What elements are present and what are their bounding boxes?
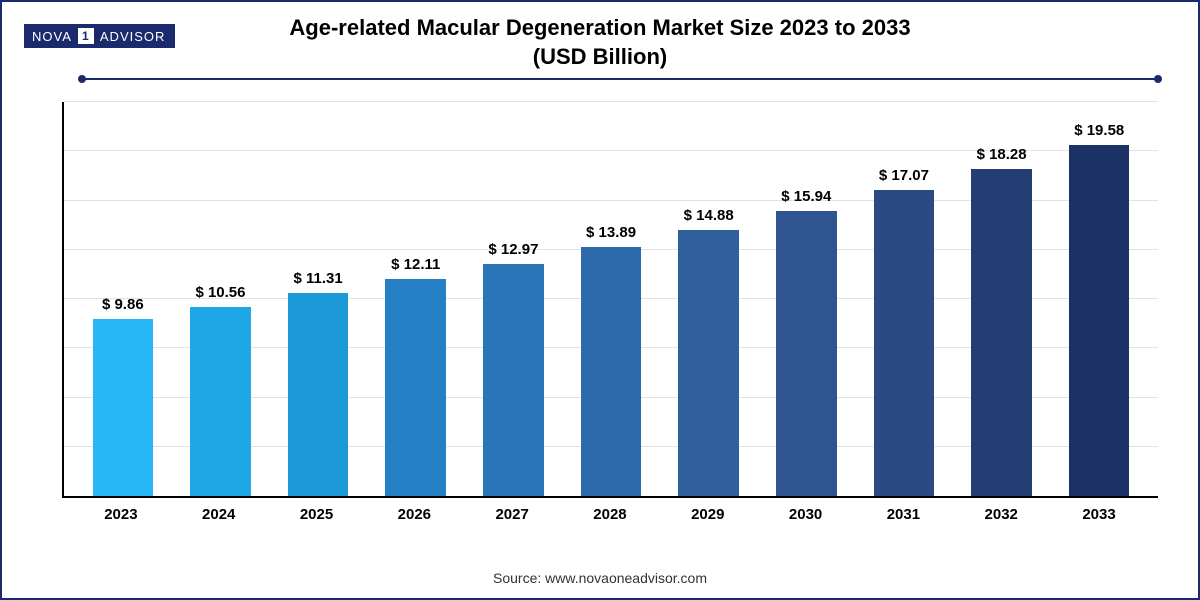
bar-group: $ 17.07 bbox=[855, 102, 953, 496]
title-underline bbox=[82, 78, 1158, 80]
bar-group: $ 19.58 bbox=[1050, 102, 1148, 496]
title-line2: (USD Billion) bbox=[533, 44, 667, 69]
x-axis-label: 2032 bbox=[952, 498, 1050, 528]
bar-value-label: $ 17.07 bbox=[879, 167, 929, 184]
x-axis-labels: 2023202420252026202720282029203020312032… bbox=[62, 498, 1158, 528]
x-axis-label: 2027 bbox=[463, 498, 561, 528]
chart-frame: NOVA 1 ADVISOR Age-related Macular Degen… bbox=[0, 0, 1200, 600]
bar-group: $ 12.97 bbox=[465, 102, 563, 496]
bar bbox=[288, 293, 349, 496]
x-axis-label: 2028 bbox=[561, 498, 659, 528]
bar-group: $ 11.31 bbox=[269, 102, 367, 496]
bar-value-label: $ 12.11 bbox=[391, 256, 440, 273]
x-axis-label: 2026 bbox=[365, 498, 463, 528]
bar-group: $ 9.86 bbox=[74, 102, 172, 496]
bar-value-label: $ 15.94 bbox=[781, 188, 831, 205]
x-axis-label: 2025 bbox=[268, 498, 366, 528]
bar bbox=[874, 190, 935, 496]
bar-value-label: $ 13.89 bbox=[586, 224, 636, 241]
plot-region: $ 9.86 $ 10.56 $ 11.31 $ 12.11 $ 12.97 $ 13.8… bbox=[62, 102, 1158, 498]
x-axis-label: 2033 bbox=[1050, 498, 1148, 528]
bar-value-label: $ 12.97 bbox=[488, 241, 538, 258]
x-axis-label: 2029 bbox=[659, 498, 757, 528]
bar bbox=[190, 307, 251, 496]
bar bbox=[1069, 145, 1130, 496]
bar-group: $ 15.94 bbox=[757, 102, 855, 496]
bar-value-label: $ 18.28 bbox=[977, 146, 1027, 163]
bar-value-label: $ 14.88 bbox=[684, 207, 734, 224]
bar bbox=[93, 319, 154, 496]
bar-group: $ 18.28 bbox=[953, 102, 1051, 496]
bar bbox=[678, 230, 739, 496]
bar-value-label: $ 11.31 bbox=[293, 270, 342, 287]
bar-value-label: $ 10.56 bbox=[195, 284, 245, 301]
bar-value-label: $ 9.86 bbox=[102, 296, 144, 313]
bar-group: $ 14.88 bbox=[660, 102, 758, 496]
bars-container: $ 9.86 $ 10.56 $ 11.31 $ 12.11 $ 12.97 $ 13.8… bbox=[64, 102, 1158, 496]
chart-area: $ 9.86 $ 10.56 $ 11.31 $ 12.11 $ 12.97 $ 13.8… bbox=[62, 102, 1158, 528]
bar-group: $ 13.89 bbox=[562, 102, 660, 496]
x-axis-label: 2030 bbox=[757, 498, 855, 528]
bar-group: $ 12.11 bbox=[367, 102, 465, 496]
source-caption: Source: www.novaoneadvisor.com bbox=[2, 570, 1198, 586]
bar bbox=[385, 279, 446, 496]
bar bbox=[971, 169, 1032, 496]
bar bbox=[581, 247, 642, 496]
x-axis-label: 2023 bbox=[72, 498, 170, 528]
title-line1: Age-related Macular Degeneration Market … bbox=[289, 15, 910, 40]
chart-title: Age-related Macular Degeneration Market … bbox=[2, 14, 1198, 71]
bar-value-label: $ 19.58 bbox=[1074, 122, 1124, 139]
bar-group: $ 10.56 bbox=[172, 102, 270, 496]
x-axis-label: 2031 bbox=[855, 498, 953, 528]
bar bbox=[483, 264, 544, 496]
bar bbox=[776, 211, 837, 496]
x-axis-label: 2024 bbox=[170, 498, 268, 528]
